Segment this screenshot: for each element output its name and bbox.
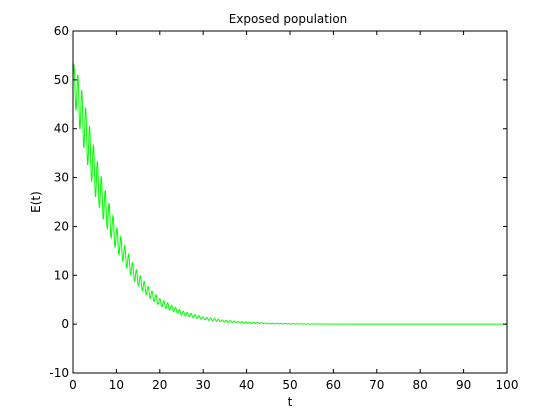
y-tick-label: 20 [54, 219, 69, 233]
y-tick-label: 50 [54, 73, 69, 87]
x-tick-label: 100 [496, 378, 519, 392]
y-tick-label: 40 [54, 122, 69, 136]
x-tick-label: 20 [152, 378, 167, 392]
x-tick-label: 10 [109, 378, 124, 392]
series-line [72, 63, 507, 325]
y-tick-label: -10 [49, 366, 69, 380]
y-tick-label: 10 [54, 268, 69, 282]
x-tick-label: 0 [69, 378, 77, 392]
y-tick-label: 0 [61, 317, 69, 331]
x-tick-label: 90 [456, 378, 471, 392]
y-tick-label: 60 [54, 24, 69, 38]
x-tick-label: 40 [239, 378, 254, 392]
plot-area [72, 63, 507, 325]
x-axis-label: t [288, 395, 293, 409]
x-tick-label: 30 [196, 378, 211, 392]
y-tick-label: 30 [54, 171, 69, 185]
chart-title: Exposed population [229, 12, 348, 26]
x-tick-label: 70 [369, 378, 384, 392]
x-tick-label: 50 [282, 378, 297, 392]
x-tick-label: 80 [413, 378, 428, 392]
y-axis-label: E(t) [29, 191, 43, 213]
x-tick-label: 60 [326, 378, 341, 392]
